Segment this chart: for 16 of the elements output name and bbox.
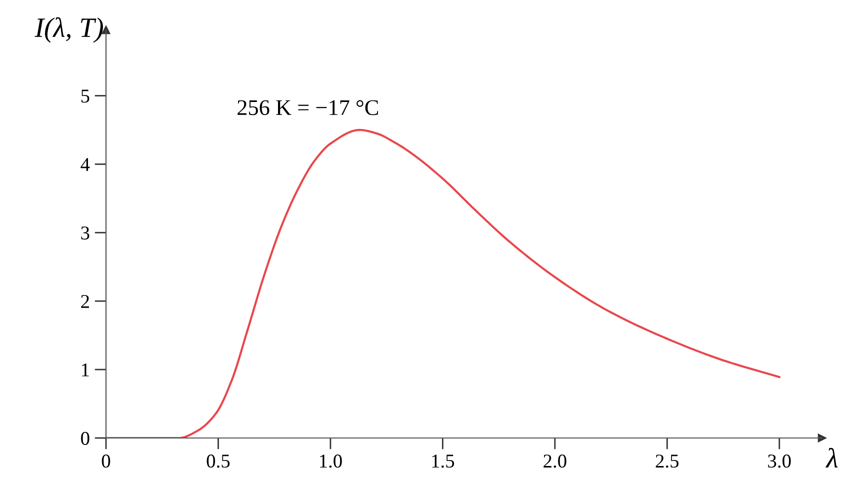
x-tick-label: 1.0 (320, 454, 342, 468)
x-tick-label: 1.5 (432, 454, 454, 468)
y-axis-title: I(λ, T) (34, 17, 103, 43)
x-axis-title: λ (826, 448, 838, 468)
y-tick-label: 2 (81, 294, 89, 308)
x-tick-label: 0 (102, 454, 110, 468)
y-tick-label: 1 (82, 363, 89, 376)
y-tick-label: 3 (81, 226, 90, 240)
y-tick-label: 0 (81, 432, 90, 445)
annotation: 256 K = −17 °C (238, 100, 378, 116)
y-tick-label: 4 (80, 158, 90, 171)
x-tick-label: 2.5 (656, 454, 679, 468)
y-tick-label: 5 (81, 90, 90, 103)
x-tick-label: 0.5 (206, 454, 230, 468)
x-tick-label: 2.0 (544, 454, 566, 468)
x-tick-label: 3.0 (768, 454, 791, 468)
